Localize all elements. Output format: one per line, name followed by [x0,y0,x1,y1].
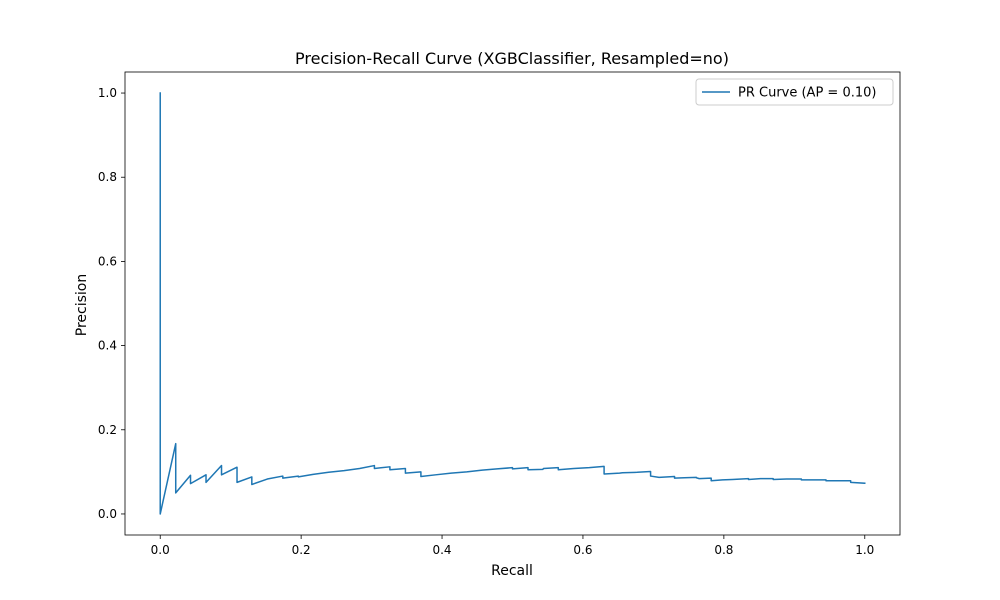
x-tick-label: 1.0 [855,543,874,557]
series-line-0 [159,92,866,515]
plot-area: 0.0 0.2 0.4 0.6 0.8 1.0 0.0 0.2 0.4 0.6 0.8 1.0 [98,71,901,557]
x-tick-label: 0.2 [292,543,311,557]
legend-box [695,78,894,106]
x-tick-label: 0.6 [573,543,592,557]
x-axis-label: Recall [491,563,533,579]
x-tick-label: 0.0 [151,543,170,557]
y-axis-label: Precision [74,274,90,336]
legend: PR Curve (AP = 0.10) [695,78,894,106]
chart-title: Precision-Recall Curve (XGBClassifier, R… [295,49,729,68]
y-tick-label: 0.4 [98,339,117,353]
axes-frame [124,71,901,536]
x-tick-label: 0.8 [714,543,733,557]
y-tick-label: 0.6 [98,254,117,268]
y-tick-label: 0.2 [98,423,117,437]
legend-label: PR Curve (AP = 0.10) [738,86,876,101]
x-tick-label: 0.4 [432,543,451,557]
y-tick-label: 1.0 [98,86,117,100]
y-tick-label: 0.8 [98,170,117,184]
y-tick-label: 0.0 [98,507,117,521]
